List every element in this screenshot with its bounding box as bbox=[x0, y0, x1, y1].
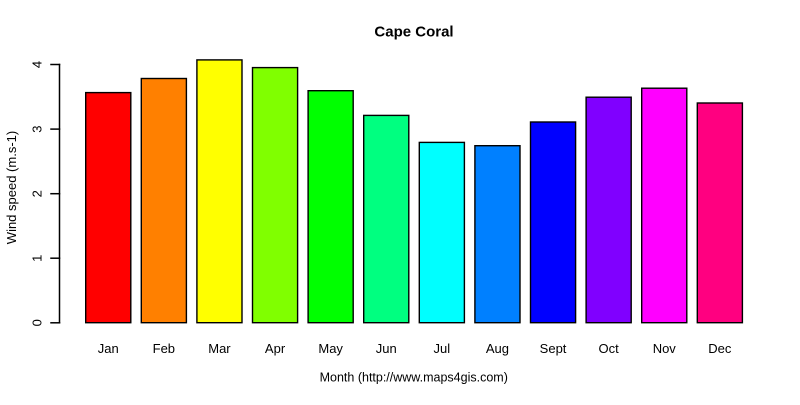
svg-text:Feb: Feb bbox=[153, 341, 175, 356]
svg-text:Nov: Nov bbox=[653, 341, 677, 356]
svg-text:Oct: Oct bbox=[599, 341, 620, 356]
svg-text:Wind speed (m.s-1): Wind speed (m.s-1) bbox=[4, 131, 19, 244]
svg-text:Jul: Jul bbox=[434, 341, 451, 356]
svg-text:4: 4 bbox=[30, 61, 45, 68]
svg-text:Jun: Jun bbox=[376, 341, 397, 356]
svg-text:Apr: Apr bbox=[265, 341, 286, 356]
svg-text:Cape Coral: Cape Coral bbox=[374, 24, 453, 41]
svg-text:Mar: Mar bbox=[208, 341, 231, 356]
svg-text:Sept: Sept bbox=[540, 341, 567, 356]
svg-text:1: 1 bbox=[30, 255, 45, 262]
svg-text:Dec: Dec bbox=[708, 341, 732, 356]
svg-text:Aug: Aug bbox=[486, 341, 509, 356]
svg-text:3: 3 bbox=[30, 125, 45, 132]
svg-text:Month (http://www.maps4gis.com: Month (http://www.maps4gis.com) bbox=[320, 371, 508, 385]
svg-text:Jan: Jan bbox=[98, 341, 119, 356]
svg-text:2: 2 bbox=[30, 190, 45, 197]
svg-text:0: 0 bbox=[30, 319, 45, 326]
svg-text:May: May bbox=[318, 341, 343, 356]
